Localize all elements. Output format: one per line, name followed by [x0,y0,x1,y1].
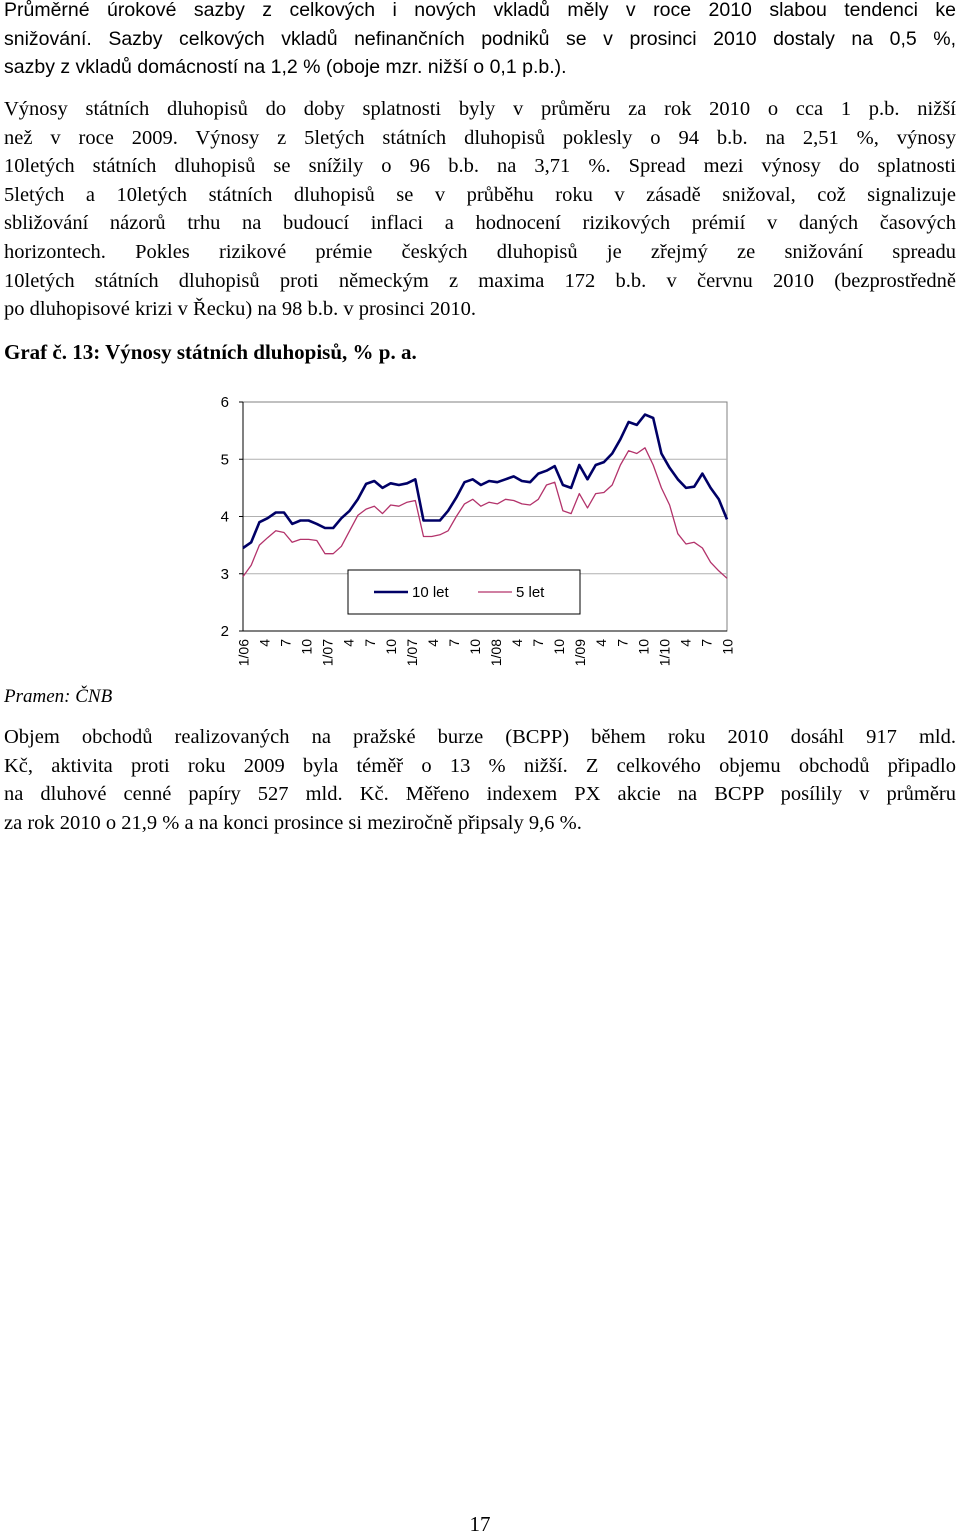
x-tick-label: 10 [299,639,315,655]
x-tick-label: 7 [446,639,462,647]
paragraph-line: Objem obchodů realizovaných na pražské b… [4,726,956,748]
x-tick-label: 7 [530,639,546,647]
paragraph-line: Výnosy státních dluhopisů do doby splatn… [4,98,956,120]
x-tick-label: 7 [278,639,294,647]
x-tick-label: 1/10 [656,639,672,666]
x-tick-label: 4 [257,639,273,647]
paragraph-line: 10letých státních dluhopisů se snížily o… [4,155,956,178]
x-tick-label: 10 [551,639,567,655]
paragraph-line: než v roce 2009. Výnosy z 5letých státní… [4,126,956,149]
y-tick-label: 3 [221,566,229,583]
x-tick-label: 7 [614,639,630,647]
x-tick-label: 7 [698,639,714,647]
x-tick-label: 10 [467,639,483,655]
x-tick-label: 4 [425,639,441,647]
x-tick-label: 1/07 [404,639,420,666]
legend-label: 5 let [516,584,545,601]
x-tick-label: 4 [593,639,609,647]
paragraph-line: po dluhopisové krizi v Řecku) na 98 b.b.… [4,298,477,321]
paragraph-line: na dluhové cenné papíry 527 mld. Kč. Měř… [4,783,956,806]
x-tick-label: 1/06 [236,639,252,666]
paragraph-deposit-rates: Průměrné úrokové sazby z celkových i nov… [4,0,956,82]
chart-source: Pramen: ČNB [4,686,113,707]
paragraph-line: sazby z vkladů domácností na 1,2 % (oboj… [4,56,567,79]
x-tick-label: 10 [720,639,736,655]
page-number: 17 [469,1512,491,1536]
paragraph-bond-yields: Výnosy státních dluhopisů do doby splatn… [4,95,956,324]
x-tick-label: 1/08 [488,639,504,666]
legend-label: 10 let [412,584,450,601]
x-tick-label: 4 [341,639,357,647]
y-tick-label: 6 [221,394,229,411]
paragraph-line: za rok 2010 o 21,9 % a na konci prosince… [4,811,582,834]
paragraph-line: Průměrné úrokové sazby z celkových i nov… [4,0,956,21]
paragraph-line: horizontech. Pokles rizikové prémie česk… [4,240,956,263]
paragraph-line: Kč, aktivita proti roku 2009 byla téměř … [4,754,956,777]
series-line-5-let [242,447,728,579]
y-tick-label: 5 [221,451,229,468]
x-tick-label: 4 [509,639,525,647]
paragraph-line: 5letých a 10letých státních dluhopisů se… [4,183,956,206]
paragraph-line: snižování. Sazby celkových vkladů nefina… [4,27,956,50]
paragraph-line: sbližování názorů trhu na budoucí inflac… [4,212,956,235]
y-tick-label: 2 [221,623,229,640]
x-tick-label: 4 [677,639,693,647]
chart-caption: Graf č. 13: Výnosy státních dluhopisů, %… [4,340,417,364]
y-tick-label: 4 [221,509,229,526]
paragraph-line: 10letých státních dluhopisů proti německ… [4,269,956,292]
series-line-10-let [242,413,729,550]
x-tick-label: 7 [362,639,378,647]
paragraph-stock-exchange: Objem obchodů realizovaných na pražské b… [4,723,956,837]
x-tick-label: 10 [635,639,651,655]
x-tick-label: 1/07 [320,639,336,666]
x-tick-label: 1/09 [572,639,588,666]
x-tick-label: 10 [383,639,399,655]
